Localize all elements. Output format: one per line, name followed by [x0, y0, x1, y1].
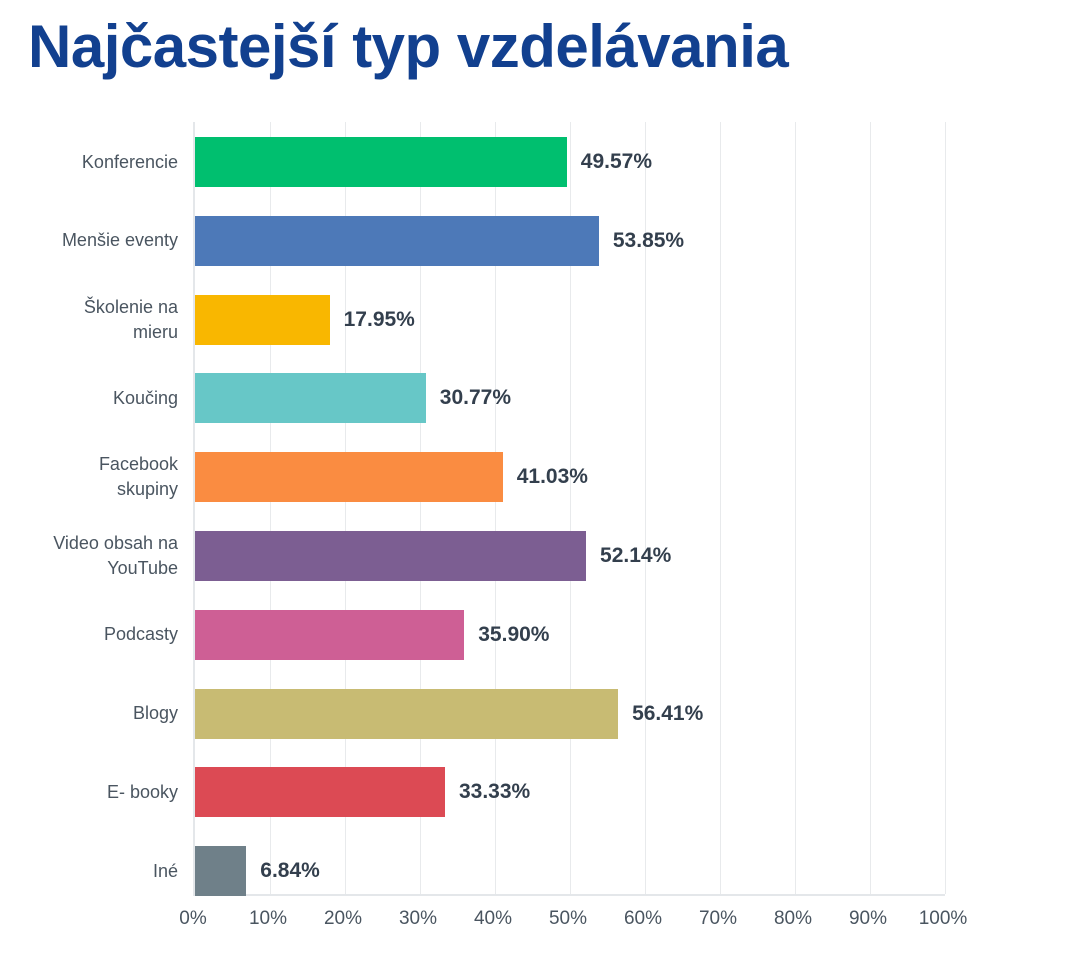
bar[interactable] — [195, 215, 599, 266]
bar-row: 30.77% — [195, 373, 945, 424]
bar[interactable] — [195, 294, 330, 345]
gridline — [345, 122, 346, 894]
bar-value-label: 30.77% — [439, 386, 511, 410]
bar-row: 33.33% — [195, 767, 945, 818]
bar[interactable] — [195, 373, 426, 424]
value-axis: 0% 10% 20% 30% 40% 50% 60% 70% 80% 90% 100% — [179, 908, 967, 948]
x-axis-tick-label: 80% — [773, 908, 813, 929]
gridline — [570, 122, 571, 894]
bar-row: 53.85% — [195, 215, 945, 266]
category-label: Blogy — [132, 703, 178, 724]
bar-value-label: 52.14% — [600, 544, 672, 567]
x-axis-tick-label: 10% — [248, 908, 288, 929]
x-axis-tick-label: 70% — [698, 908, 738, 929]
gridline — [420, 122, 421, 894]
category-axis: Konferencie Menšie eventy Školenie na mier… — [0, 122, 178, 894]
bar[interactable] — [195, 609, 465, 660]
x-axis-tick-label: 50% — [548, 908, 588, 929]
bar-chart: Konferencie Menšie eventy Školenie na mier… — [0, 118, 1082, 967]
category-label: Menšie eventy — [61, 230, 178, 251]
bar[interactable] — [195, 846, 247, 897]
category-label: Iné — [152, 860, 178, 881]
bar-row: 6.84% — [195, 846, 945, 897]
gridline — [945, 122, 946, 894]
bar[interactable] — [195, 137, 567, 187]
category-label: Facebook skupiny — [98, 454, 178, 500]
x-axis-tick-label: 20% — [323, 908, 363, 929]
x-axis-tick-label: 0% — [179, 908, 207, 929]
page-title: Najčastejší typ vzdelávania — [28, 13, 789, 80]
category-label: E- booky — [106, 781, 178, 802]
bar[interactable] — [195, 531, 587, 581]
bar[interactable] — [195, 767, 445, 818]
bar-value-label: 6.84% — [260, 859, 320, 883]
bar-row: 56.41% — [195, 688, 945, 739]
gridline — [870, 122, 871, 894]
bar[interactable] — [195, 452, 503, 503]
x-axis-tick-label: 30% — [398, 908, 438, 929]
gridline — [720, 122, 721, 894]
gridline — [795, 122, 796, 894]
category-label: Koučing — [112, 387, 178, 408]
gridline — [270, 122, 271, 894]
bar-value-label: 53.85% — [612, 228, 685, 252]
category-label: Podcasty — [103, 624, 178, 645]
bar-value-label: 56.41% — [632, 701, 704, 725]
bar-row: 52.14% — [195, 531, 945, 581]
plot-area: 49.57% 53.85% 17.95% 30.77% 41.03% 52.14% 35.9… — [193, 122, 946, 897]
category-label: Konferencie — [81, 151, 178, 172]
bar-value-label: 35.90% — [478, 622, 550, 646]
bar-value-label: 41.03% — [516, 465, 588, 489]
x-axis-tick-label: 90% — [848, 908, 888, 929]
bar-row: 49.57% — [195, 137, 945, 187]
bar-row: 41.03% — [195, 452, 945, 503]
x-axis-tick-label: 60% — [623, 908, 663, 929]
bar[interactable] — [195, 688, 619, 739]
category-label: Video obsah na YouTube — [53, 533, 178, 578]
bar-row: 35.90% — [195, 609, 945, 660]
gridline — [645, 122, 646, 894]
bar-value-label: 17.95% — [343, 307, 415, 331]
bar-value-label: 33.33% — [458, 780, 531, 804]
x-axis-tick-label: 40% — [473, 908, 513, 929]
x-axis-tick-label: 100% — [918, 908, 968, 929]
category-label: Školenie na mieru — [83, 296, 178, 342]
gridline — [495, 122, 496, 894]
bar-value-label: 49.57% — [580, 150, 652, 173]
bar-row: 17.95% — [195, 294, 945, 345]
